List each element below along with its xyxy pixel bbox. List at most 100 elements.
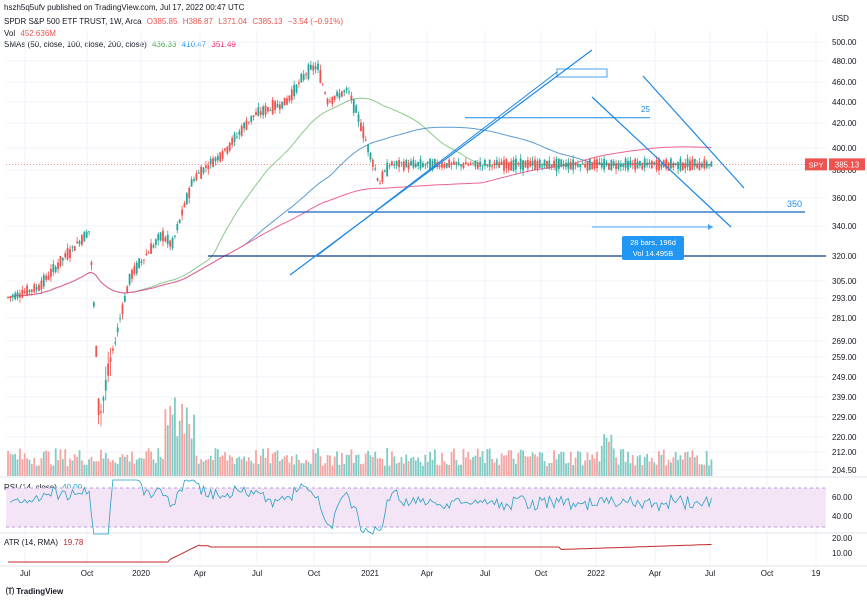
- candle-body: [326, 98, 329, 105]
- sma50-value: 436.33: [151, 40, 177, 49]
- candle-body: [281, 101, 284, 109]
- candle-body: [705, 161, 708, 168]
- candle-body: [481, 165, 484, 167]
- tradingview-brand: TradingView: [16, 587, 64, 596]
- atr-tick-label: 10.00: [832, 549, 853, 558]
- volume-bar: [422, 465, 424, 476]
- price-tick-label: 281.00: [832, 314, 857, 323]
- volume-bar: [123, 456, 126, 476]
- candle-body: [643, 158, 646, 168]
- ohlc-low: L371.04: [218, 17, 248, 26]
- candle-body: [376, 178, 379, 181]
- candle-body: [391, 161, 393, 166]
- time-tick-label: 19: [812, 569, 821, 578]
- volume-bar: [114, 462, 117, 476]
- candle-body: [57, 262, 59, 270]
- candle-body: [207, 165, 210, 170]
- volume-bar: [655, 464, 658, 476]
- volume-bar: [38, 465, 40, 476]
- volume-bar: [183, 433, 186, 476]
- candle-body: [90, 262, 93, 266]
- volume-bar: [369, 455, 372, 476]
- candle-body: [515, 158, 517, 170]
- candle-body: [433, 159, 436, 167]
- candle-body: [419, 159, 422, 169]
- price-tick-label: 212.00: [832, 448, 857, 457]
- volume-bar: [658, 451, 660, 476]
- atr-tick-label: 20.00: [832, 534, 853, 543]
- downtrend-upper-line: [642, 75, 745, 189]
- candle-body: [19, 293, 21, 298]
- volume-bar: [293, 464, 296, 476]
- volume-bar: [324, 463, 327, 476]
- candle-body: [684, 163, 687, 169]
- candle-body: [379, 183, 381, 185]
- candle-body: [507, 162, 510, 170]
- rsi-band: [6, 488, 826, 527]
- candle-body: [517, 162, 520, 165]
- tradingview-logo[interactable]: 🄣 TradingView: [6, 586, 63, 597]
- volume-bar: [202, 461, 205, 476]
- candle-body: [97, 398, 100, 415]
- tradingview-icon: 🄣: [6, 587, 17, 596]
- volume-bar: [355, 455, 358, 476]
- candle-body: [290, 89, 293, 101]
- volume-bar: [30, 463, 33, 476]
- candle-body: [28, 290, 31, 293]
- price-tick-label: 249.00: [832, 373, 857, 382]
- volume-bar: [386, 448, 389, 476]
- volume-bar: [648, 461, 651, 476]
- volume-bar: [317, 448, 319, 476]
- candle-body: [600, 162, 603, 168]
- candle-body: [126, 286, 129, 293]
- volume-bar: [278, 461, 281, 476]
- candle-body: [166, 234, 169, 245]
- candle-body: [159, 232, 162, 241]
- symbol-tag-bg: [805, 158, 827, 171]
- candle-body: [567, 161, 570, 169]
- volume-bar: [467, 451, 470, 476]
- time-tick-label: Oct: [81, 569, 94, 578]
- price-tick-label: 259.00: [832, 353, 857, 362]
- volume-bar: [503, 455, 505, 476]
- volume-bar: [360, 464, 362, 476]
- candle-body: [197, 172, 200, 174]
- volume-bar: [402, 463, 405, 476]
- candle-body: [543, 159, 546, 167]
- candle-body: [631, 163, 634, 166]
- candle-body: [438, 165, 441, 168]
- candle-body: [355, 105, 358, 113]
- volume-bar: [269, 463, 272, 476]
- volume-bar: [59, 449, 62, 476]
- volume-bar: [371, 457, 374, 476]
- volume-bar: [228, 455, 231, 476]
- candle-body: [665, 159, 668, 169]
- candle-body: [336, 91, 338, 97]
- candle-body: [569, 162, 572, 169]
- candle-body: [345, 87, 348, 91]
- candle-body: [674, 163, 677, 165]
- candle-body: [658, 158, 660, 171]
- candle-body: [641, 162, 644, 170]
- candle-body: [300, 73, 303, 83]
- volume-bar: [593, 458, 596, 476]
- candle-body: [286, 98, 288, 105]
- candle-body: [703, 159, 706, 169]
- candle-body: [145, 253, 148, 256]
- rsi-tick-label: 40.00: [832, 512, 853, 521]
- volume-bar: [617, 464, 620, 476]
- candle-body: [498, 162, 501, 168]
- candle-body: [565, 162, 567, 168]
- candle-body: [472, 162, 474, 164]
- volume-bar: [507, 450, 510, 476]
- price-tag: 385.13: [835, 160, 860, 169]
- candle-body: [393, 164, 396, 166]
- price-tick-label: 400.00: [832, 144, 857, 153]
- ohlc-close: C385.13: [252, 17, 283, 26]
- volume-bar: [338, 464, 341, 476]
- sma200-line: [7, 146, 712, 298]
- volume-bar: [407, 461, 410, 476]
- candle-body: [274, 101, 276, 110]
- volume-bar: [102, 458, 105, 476]
